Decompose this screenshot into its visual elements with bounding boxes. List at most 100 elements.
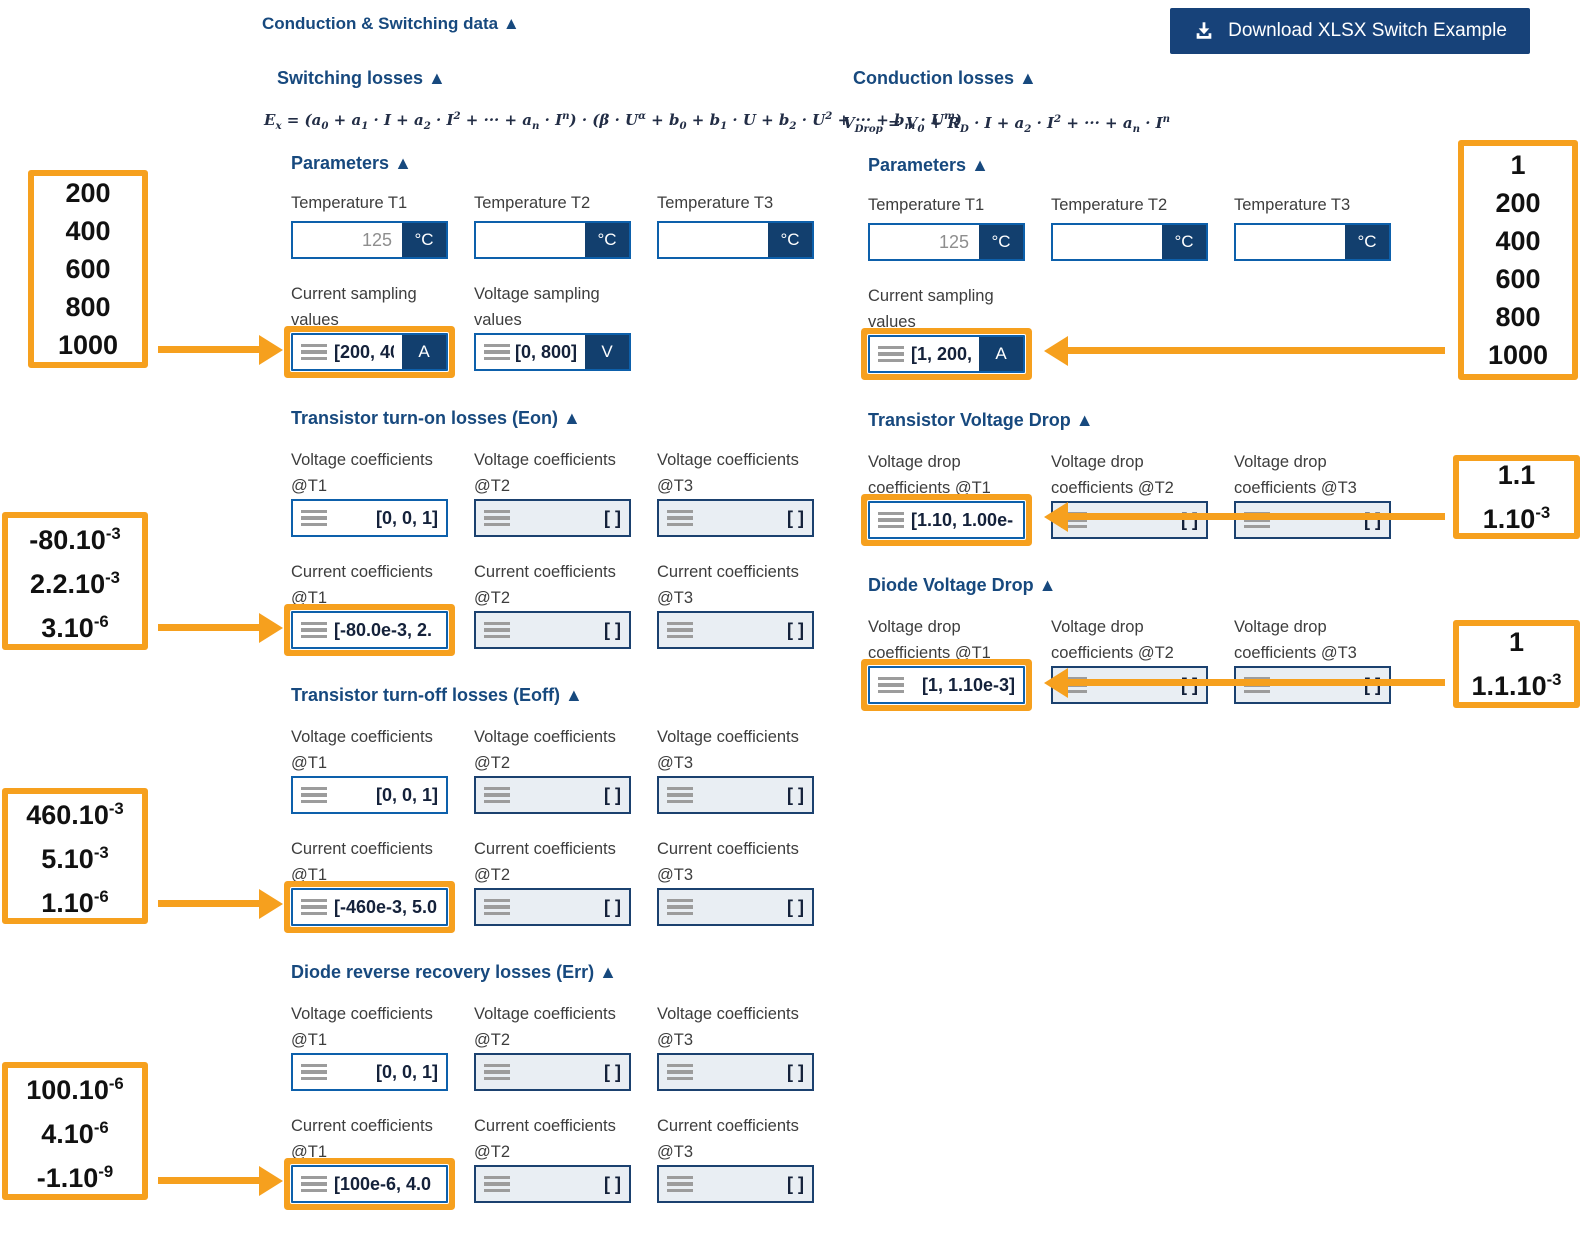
coefficient-label: Current coefficients @T2 xyxy=(474,1117,616,1161)
list-menu-icon xyxy=(667,621,693,639)
sampling-fields-row: [200, 40 A [0, 800] V xyxy=(291,333,851,371)
annotation-arrow-icon xyxy=(158,612,283,643)
switching-losses-header[interactable]: Switching losses ▲ xyxy=(277,68,446,88)
section-header[interactable]: Transistor turn-off losses (Eoff) ▲ xyxy=(291,685,583,705)
list-menu-icon xyxy=(301,1175,327,1193)
coefficient-field[interactable]: [100e-6, 4.0 xyxy=(291,1165,448,1203)
coefficient-field[interactable]: [0, 0, 1] xyxy=(291,499,448,537)
download-button-label: Download XLSX Switch Example xyxy=(1228,20,1507,41)
section-1: Transistor turn-off losses (Eoff) ▲ Volta… xyxy=(291,685,851,926)
coefficient-field[interactable]: [ ] xyxy=(474,611,631,649)
temperature-t1-input[interactable]: 125 °C xyxy=(291,221,448,259)
annotation-value: 1.1 xyxy=(1497,460,1536,490)
temperature-t3-label: Temperature T3 xyxy=(1234,196,1351,214)
list-menu-icon xyxy=(667,1063,693,1081)
section-header[interactable]: Diode Voltage Drop ▲ xyxy=(868,575,1057,595)
section-header[interactable]: Transistor turn-on losses (Eon) ▲ xyxy=(291,408,581,428)
coefficient-field[interactable]: [ ] xyxy=(474,1165,631,1203)
section-header[interactable]: Transistor Voltage Drop ▲ xyxy=(868,410,1094,430)
temperature-fields-row: 125 °C °C °C xyxy=(291,221,851,259)
coefficient-value: [0, 0, 1] xyxy=(375,784,438,805)
annotation-value: 600 xyxy=(1495,264,1541,294)
coefficient-field[interactable]: [ ] xyxy=(657,888,814,926)
coefficient-field[interactable]: [1.10, 1.00e- xyxy=(868,501,1025,539)
annotation-box-conduction-sampling: 1 200 400 600 800 1000 xyxy=(1458,140,1578,380)
coefficient-label: Voltage coefficients @T1 xyxy=(291,451,433,495)
current-sampling-input[interactable]: [200, 40 A xyxy=(291,333,448,371)
annotation-arrow-icon xyxy=(1044,501,1445,532)
annotation-value: 1000 xyxy=(1487,340,1549,370)
annotation-value: 200 xyxy=(1495,188,1541,218)
page-title[interactable]: Conduction & Switching data ▲ xyxy=(262,14,520,33)
temperature-t3-input[interactable]: °C xyxy=(1234,223,1391,261)
section-header[interactable]: Diode reverse recovery losses (Err) ▲ xyxy=(291,962,617,982)
coefficient-label: Voltage coefficients @T3 xyxy=(657,451,799,495)
coefficient-field[interactable]: [ ] xyxy=(657,1165,814,1203)
coefficient-label: Voltage drop coefficients @T1 xyxy=(868,618,991,662)
coefficient-field[interactable]: [-80.0e-3, 2. xyxy=(291,611,448,649)
temperature-t1-label: Temperature T1 xyxy=(291,194,408,212)
conduction-losses-header[interactable]: Conduction losses ▲ xyxy=(853,68,1037,88)
temperature-t3-input[interactable]: °C xyxy=(657,221,814,259)
coefficient-label: Voltage drop coefficients @T2 xyxy=(1051,618,1174,662)
coefficient-field[interactable]: [ ] xyxy=(474,776,631,814)
temperature-t2-input[interactable]: °C xyxy=(1051,223,1208,261)
list-menu-icon xyxy=(878,511,904,529)
coefficient-field[interactable]: [ ] xyxy=(657,499,814,537)
annotation-value: 200 xyxy=(65,178,111,208)
temperature-t2-label: Temperature T2 xyxy=(1051,196,1168,214)
list-menu-icon xyxy=(484,1175,510,1193)
annotation-value: 800 xyxy=(1495,302,1541,332)
coefficient-labels-row: Current coefficients @T1 Current coeffici… xyxy=(291,559,851,611)
section-1: Diode Voltage Drop ▲ Voltage drop coeffic… xyxy=(868,575,1428,704)
coefficient-label: Current coefficients @T1 xyxy=(291,1117,433,1161)
coefficient-field[interactable]: [ ] xyxy=(474,888,631,926)
coefficient-label: Voltage drop coefficients @T3 xyxy=(1234,618,1357,662)
annotation-value: 2.2.10-3 xyxy=(30,568,120,599)
coefficient-value: [ ] xyxy=(604,1061,621,1082)
voltage-sampling-input[interactable]: [0, 800] V xyxy=(474,333,631,371)
list-menu-icon xyxy=(484,898,510,916)
volt-unit-badge: V xyxy=(585,335,629,369)
current-sampling-input[interactable]: [1, 200, A xyxy=(868,335,1025,373)
coefficient-label: Current coefficients @T2 xyxy=(474,563,616,607)
coefficient-field[interactable]: [ ] xyxy=(1234,501,1391,539)
voltage-sampling-label: Voltage sampling values xyxy=(474,285,600,329)
conduction-parameters-header[interactable]: Parameters ▲ xyxy=(868,155,989,175)
annotation-value: 5.10-3 xyxy=(41,843,109,874)
spacer xyxy=(1234,283,1409,335)
coefficient-field[interactable]: [ ] xyxy=(657,611,814,649)
switching-parameters-header[interactable]: Parameters ▲ xyxy=(291,153,412,173)
annotation-box-diode-vdrop: 1 1.1.10-3 xyxy=(1453,620,1580,708)
coefficient-value: [ ] xyxy=(787,1173,804,1194)
coefficient-label: Current coefficients @T1 xyxy=(291,840,433,884)
sampling-labels-row: Current sampling values Voltage sampling… xyxy=(291,281,851,333)
temperature-fields-row: 125 °C °C °C xyxy=(868,223,1428,261)
annotation-value: 1.10-3 xyxy=(1482,503,1551,534)
coefficient-field[interactable]: [ ] xyxy=(474,1053,631,1091)
coefficient-labels-row: Current coefficients @T1 Current coeffici… xyxy=(291,836,851,888)
coefficient-labels-row: Voltage drop coefficients @T1 Voltage dro… xyxy=(868,449,1428,501)
current-sampling-value: [200, 40 xyxy=(334,341,394,362)
coefficient-field[interactable]: [0, 0, 1] xyxy=(291,1053,448,1091)
list-menu-icon xyxy=(301,1063,327,1081)
coefficient-field[interactable]: [-460e-3, 5.0 xyxy=(291,888,448,926)
coefficient-field[interactable]: [ ] xyxy=(1051,501,1208,539)
section-0: Transistor Voltage Drop ▲ Voltage drop co… xyxy=(868,410,1428,539)
list-menu-icon xyxy=(484,343,510,361)
annotation-box-eoff-coefficients: 460.10-3 5.10-3 1.10-6 xyxy=(2,788,148,924)
coefficient-fields-row: [0, 0, 1] [ ] [ ] xyxy=(291,499,851,537)
temperature-t1-label: Temperature T1 xyxy=(868,196,985,214)
coefficient-label: Voltage drop coefficients @T2 xyxy=(1051,453,1174,497)
coefficient-label: Voltage coefficients @T2 xyxy=(474,728,616,772)
coefficient-field[interactable]: [0, 0, 1] xyxy=(291,776,448,814)
coefficient-field[interactable]: [ ] xyxy=(474,499,631,537)
temperature-labels-row: Temperature T1 Temperature T2 Temperatur… xyxy=(291,190,851,221)
coefficient-field[interactable]: [ ] xyxy=(657,776,814,814)
temperature-t1-input[interactable]: 125 °C xyxy=(868,223,1025,261)
conduction-losses-formula: VDrop = V0 + RD · I + a2 · I2 + ··· + an… xyxy=(843,113,1171,135)
download-xlsx-button[interactable]: Download XLSX Switch Example xyxy=(1170,8,1530,54)
temperature-t2-input[interactable]: °C xyxy=(474,221,631,259)
coefficient-field[interactable]: [1, 1.10e-3] xyxy=(868,666,1025,704)
coefficient-field[interactable]: [ ] xyxy=(657,1053,814,1091)
